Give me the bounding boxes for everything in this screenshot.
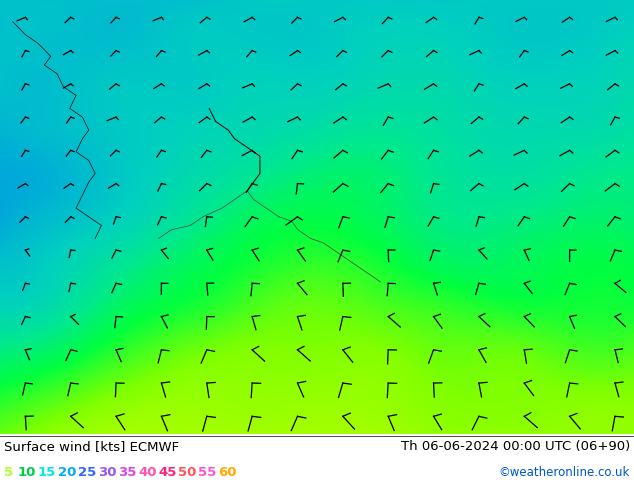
Text: 35: 35: [118, 466, 136, 479]
Text: 40: 40: [138, 466, 157, 479]
Text: 45: 45: [158, 466, 176, 479]
Text: 10: 10: [18, 466, 36, 479]
Text: ©weatheronline.co.uk: ©weatheronline.co.uk: [498, 466, 630, 479]
Text: 5: 5: [4, 466, 13, 479]
Text: Surface wind [kts] ECMWF: Surface wind [kts] ECMWF: [4, 440, 179, 453]
Text: 30: 30: [98, 466, 117, 479]
Text: 55: 55: [198, 466, 216, 479]
Text: 20: 20: [58, 466, 76, 479]
Text: 15: 15: [38, 466, 56, 479]
Text: 25: 25: [78, 466, 96, 479]
Text: Th 06-06-2024 00:00 UTC (06+90): Th 06-06-2024 00:00 UTC (06+90): [401, 440, 630, 453]
Text: 60: 60: [218, 466, 236, 479]
Text: 50: 50: [178, 466, 197, 479]
